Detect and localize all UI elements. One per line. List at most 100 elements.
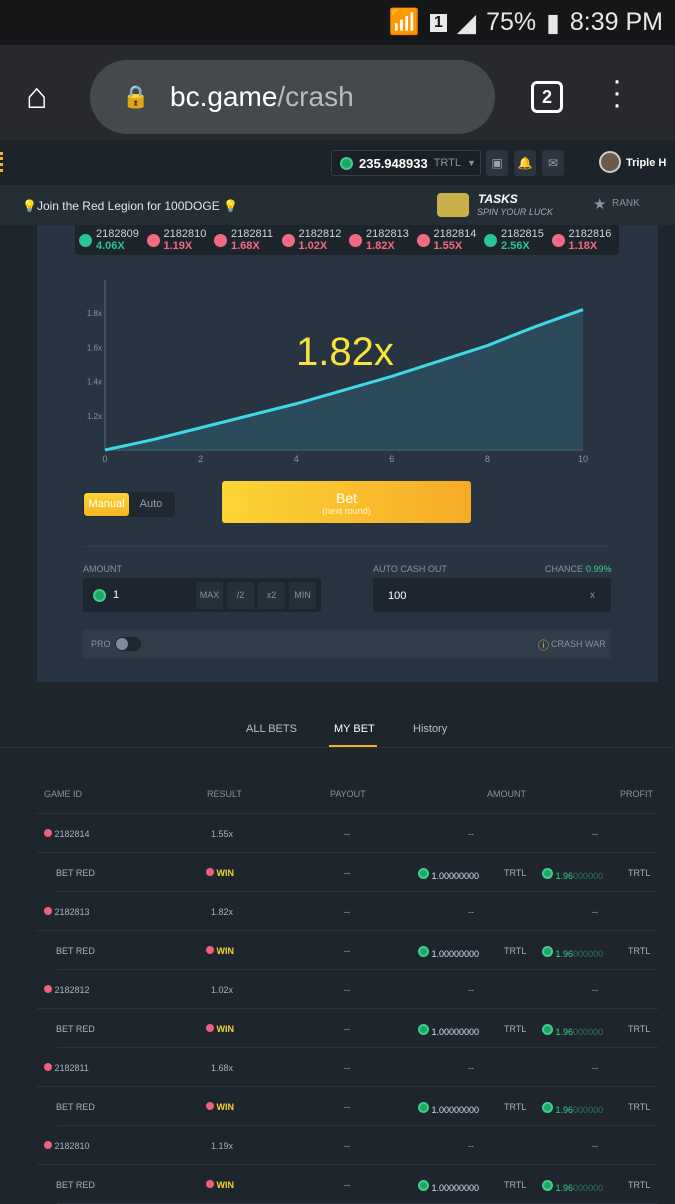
bet-amount: 1.00000000 (432, 1027, 480, 1037)
profit-tail: 000000 (573, 871, 603, 881)
tasks-title[interactable]: TASKS (478, 192, 518, 206)
table-row[interactable]: 2182810 1.19x -- -- -- (37, 1126, 658, 1165)
round-id: 2182812 (299, 228, 342, 240)
tab-all-bets[interactable]: ALL BETS (246, 723, 297, 735)
round-id: 2182815 (501, 228, 544, 240)
table-row[interactable]: 2182812 1.02x -- -- -- (37, 970, 658, 1009)
profit: -- (592, 1063, 598, 1073)
payout: -- (344, 1180, 350, 1190)
profit-tail: 000000 (573, 1027, 603, 1037)
y-tick-label: 1.2x (87, 412, 102, 421)
cashout-unit: x (590, 590, 595, 601)
result-dot (214, 234, 227, 247)
divider (0, 747, 675, 748)
red-dot-icon (44, 1063, 52, 1071)
payout: -- (344, 868, 350, 878)
url-bar[interactable]: 🔒 bc.game/crash (90, 60, 495, 134)
table-row[interactable]: 2182813 1.82x -- -- -- (37, 892, 658, 931)
menu-icon[interactable] (0, 152, 3, 172)
min-button[interactable]: MIN (289, 582, 316, 609)
bet-amount: 1.00000000 (432, 1183, 480, 1193)
avatar[interactable] (599, 151, 621, 173)
half-button[interactable]: /2 (227, 582, 254, 609)
profit-tail: 000000 (573, 949, 603, 959)
home-icon[interactable]: ⌂ (26, 75, 48, 117)
red-dot-icon (44, 1141, 52, 1149)
round-id: 2182809 (96, 228, 139, 240)
battery-level: 75% (486, 8, 536, 37)
tab-my-bet[interactable]: MY BET (334, 723, 375, 735)
column-header: PAYOUT (330, 789, 366, 799)
tab-history[interactable]: History (413, 723, 447, 735)
username[interactable]: Triple H (626, 157, 666, 169)
notice-text[interactable]: 💡Join the Red Legion for 100DOGE 💡 (22, 199, 238, 213)
crash-war-link[interactable]: CRASH WAR (551, 639, 606, 649)
wifi-icon: 📶 (389, 8, 420, 37)
bet-label: BET RED (56, 1180, 95, 1190)
bet-row[interactable]: BET RED WIN -- 1.00000000 TRTL 1.9600000… (57, 853, 658, 892)
trtl-coin-icon (418, 868, 429, 879)
round-multiplier: 1.02X (299, 240, 342, 252)
tasks-chest-icon (437, 193, 469, 217)
star-icon: ★ (593, 195, 606, 213)
balance-selector[interactable]: 235.948933 TRTL ▼ (331, 150, 481, 176)
bell-icon[interactable]: 🔔 (514, 150, 536, 176)
profit: -- (592, 907, 598, 917)
payout: -- (344, 1141, 350, 1151)
bet-row[interactable]: BET RED WIN -- 1.00000000 TRTL 1.9600000… (57, 1087, 658, 1126)
round-multiplier: 4.06X (96, 240, 139, 252)
bet-row[interactable]: BET RED WIN -- 1.00000000 TRTL 1.9600000… (57, 1165, 658, 1204)
payout: -- (344, 829, 350, 839)
cashout-input[interactable]: 100 (388, 590, 406, 602)
currency: TRTL (504, 1024, 526, 1034)
result-dot (417, 234, 430, 247)
rank-link[interactable]: RANK (612, 198, 640, 209)
x-tick-label: 10 (578, 454, 588, 464)
red-dot-icon (44, 829, 52, 837)
bet-row[interactable]: BET RED WIN -- 1.00000000 TRTL 1.9600000… (57, 931, 658, 970)
cashout-field[interactable]: 100 x (373, 578, 611, 612)
bet-sublabel: (next round) (222, 506, 471, 516)
bet-result: WIN (217, 1102, 235, 1112)
round-id: 2182813 (366, 228, 409, 240)
red-dot-icon (206, 868, 214, 876)
trtl-coin-icon (418, 946, 429, 957)
bet-amount: 1.00000000 (432, 1105, 480, 1115)
profit: -- (592, 985, 598, 995)
red-dot-icon (206, 1024, 214, 1032)
amount-input[interactable]: 1 (113, 589, 119, 601)
pro-toggle[interactable] (115, 637, 141, 651)
tabs-button[interactable]: 2 (531, 81, 563, 113)
max-button[interactable]: MAX (196, 582, 223, 609)
result-dot (79, 234, 92, 247)
round-multiplier: 1.18X (569, 240, 612, 252)
bet-button[interactable]: Bet (next round) (222, 481, 471, 523)
manual-tab[interactable]: Manual (84, 493, 129, 516)
auto-tab[interactable]: Auto (130, 493, 172, 516)
trtl-coin-icon (542, 946, 553, 957)
clock: 8:39 PM (570, 8, 663, 37)
more-vert-icon[interactable]: ··· (612, 75, 622, 111)
bet-row[interactable]: BET RED WIN -- 1.00000000 TRTL 1.9600000… (57, 1009, 658, 1048)
payout: -- (344, 1024, 350, 1034)
payout: -- (344, 946, 350, 956)
tasks-subtitle: SPIN YOUR LUCK (477, 207, 553, 217)
table-row[interactable]: 2182811 1.68x -- -- -- (37, 1048, 658, 1087)
red-dot-icon (206, 946, 214, 954)
currency: TRTL (628, 868, 650, 878)
mail-icon[interactable]: ✉ (542, 150, 564, 176)
round-multiplier: 1.82X (366, 240, 409, 252)
double-button[interactable]: x2 (258, 582, 285, 609)
trtl-coin-icon (542, 1024, 553, 1035)
table-row[interactable]: 2182814 1.55x -- -- -- (37, 814, 658, 853)
wallet-button[interactable]: ▣ (486, 150, 508, 176)
